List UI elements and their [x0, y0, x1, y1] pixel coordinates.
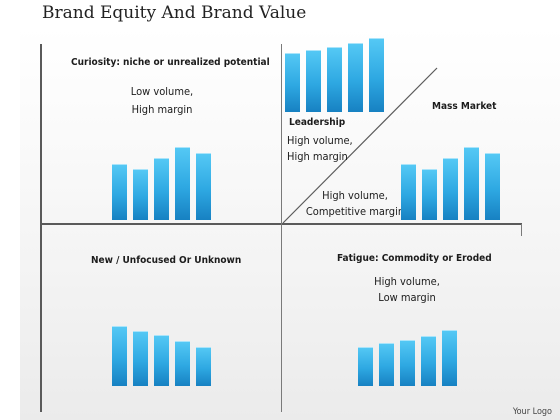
leadership-bar [369, 38, 384, 112]
mass-market-bar [443, 158, 458, 220]
leadership-heading: Leadership [289, 117, 346, 128]
logo-text: Your Logo [512, 407, 552, 417]
fatigue-bar [358, 347, 373, 386]
curiosity-heading: Curiosity: niche or unrealized potential [71, 57, 270, 68]
fatigue-line2: Low margin [378, 291, 436, 304]
leadership-bar [306, 50, 321, 112]
center-divider [281, 44, 282, 412]
fatigue-bar [442, 330, 457, 386]
fatigue-bar [400, 340, 415, 386]
right-tick [521, 224, 522, 236]
leadership-line1: High volume, [287, 134, 353, 147]
leadership-line2: High margin [287, 150, 348, 163]
fatigue-heading: Fatigue: Commodity or Eroded [337, 253, 492, 264]
vertical-axis [40, 44, 42, 412]
unfocused-bar [175, 341, 190, 386]
unfocused-heading: New / Unfocused Or Unknown [91, 255, 242, 266]
fatigue-bar [379, 343, 394, 386]
curiosity-bar [175, 147, 190, 220]
leadership-bar [348, 43, 363, 112]
curiosity-bar [196, 153, 211, 220]
mass-market-bar [464, 147, 479, 220]
unfocused-bar [112, 326, 127, 386]
mass-market-line1: High volume, [322, 189, 388, 202]
leadership-bar [327, 47, 342, 112]
mass-market-bar [422, 169, 437, 220]
curiosity-bar [133, 169, 148, 220]
fatigue-line1: High volume, [374, 275, 440, 288]
curiosity-bar [112, 164, 127, 220]
curiosity-line1: Low volume, [130, 85, 194, 98]
mass-market-heading: Mass Market [432, 101, 497, 112]
mass-market-line2: Competitive margin [305, 205, 405, 218]
slide-title: Brand Equity And Brand Value [42, 3, 307, 23]
curiosity-bar [154, 158, 169, 220]
unfocused-bar [154, 335, 169, 386]
unfocused-bar [133, 331, 148, 386]
curiosity-line2: High margin [131, 103, 193, 116]
leadership-bar [285, 53, 300, 112]
fatigue-bar [421, 336, 436, 386]
mass-market-bar [401, 164, 416, 220]
unfocused-bar [196, 347, 211, 386]
mass-market-bar [485, 153, 500, 220]
